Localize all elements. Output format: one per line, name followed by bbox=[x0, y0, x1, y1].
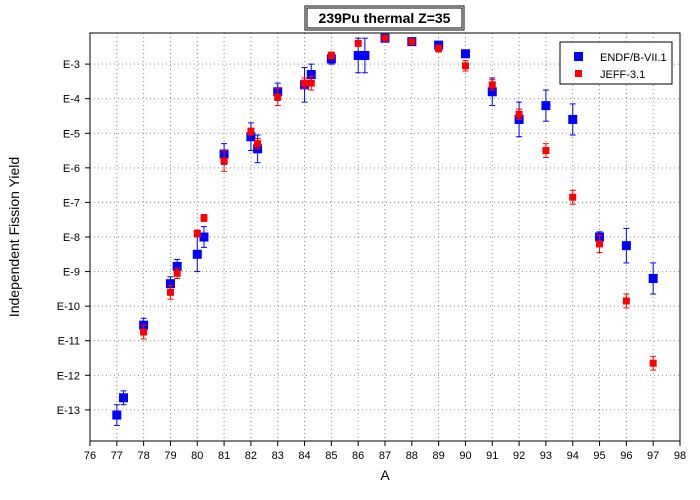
data-point bbox=[488, 81, 496, 89]
data-point bbox=[648, 273, 658, 283]
data-point bbox=[596, 240, 604, 248]
data-point bbox=[354, 39, 362, 47]
legend-label-endf: ENDF/B-VII.1 bbox=[600, 52, 667, 64]
x-tick-label: 92 bbox=[513, 450, 525, 462]
legend: ENDF/B-VII.1 JEFF-3.1 bbox=[559, 41, 673, 85]
y-tick-label: E-6 bbox=[63, 163, 80, 175]
data-point bbox=[649, 359, 657, 367]
data-point bbox=[461, 62, 469, 70]
data-point bbox=[199, 232, 209, 242]
x-tick-label: 97 bbox=[647, 450, 659, 462]
data-point bbox=[274, 93, 282, 101]
data-point bbox=[515, 110, 523, 118]
y-tick-label: E-9 bbox=[63, 267, 80, 279]
x-tick-label: 86 bbox=[352, 450, 364, 462]
x-tick-label: 90 bbox=[459, 450, 471, 462]
y-axis-label: Independent Fission Yield bbox=[6, 157, 22, 317]
x-tick-label: 82 bbox=[245, 450, 257, 462]
data-point bbox=[541, 101, 551, 111]
y-axis: E-3 E-4 E-5 E-6 E-7 E-8 E-9 E-10 E-11 E-12 E-13 bbox=[57, 59, 90, 417]
x-axis: 76 77 78 79 80 81 82 83 84 85 86 87 88 89 90 91 92 93 94 95… bbox=[84, 441, 686, 462]
data-point bbox=[542, 147, 550, 155]
x-tick-label: 78 bbox=[138, 450, 150, 462]
data-point bbox=[119, 393, 129, 403]
y-tick-label: E-10 bbox=[57, 301, 80, 313]
data-point bbox=[487, 87, 497, 97]
legend-label-jeff: JEFF-3.1 bbox=[600, 69, 645, 81]
chart-title-box: 239Pu thermal Z=35 bbox=[304, 5, 465, 31]
series-jeff bbox=[140, 34, 657, 371]
data-point bbox=[172, 261, 182, 271]
data-point bbox=[173, 269, 181, 277]
data-point bbox=[306, 69, 316, 79]
data-point bbox=[435, 45, 443, 53]
x-tick-label: 85 bbox=[325, 450, 337, 462]
data-point bbox=[112, 410, 122, 420]
data-point bbox=[247, 128, 255, 136]
x-tick-label: 93 bbox=[540, 450, 552, 462]
x-axis-label: A bbox=[380, 467, 390, 483]
y-tick-label: E-12 bbox=[57, 370, 80, 382]
chart-title: 239Pu thermal Z=35 bbox=[319, 10, 451, 26]
data-point bbox=[381, 34, 389, 42]
data-point bbox=[408, 38, 416, 46]
x-tick-label: 77 bbox=[111, 450, 123, 462]
data-point bbox=[200, 214, 208, 222]
data-point bbox=[568, 114, 578, 124]
y-tick-label: E-11 bbox=[58, 336, 80, 348]
y-tick-label: E-3 bbox=[63, 59, 80, 71]
y-tick-label: E-5 bbox=[63, 128, 80, 140]
x-tick-label: 98 bbox=[674, 450, 686, 462]
data-point bbox=[327, 51, 335, 59]
y-tick-label: E-8 bbox=[63, 232, 80, 244]
legend-marker-endf bbox=[574, 52, 583, 61]
data-point bbox=[301, 79, 309, 87]
data-point bbox=[622, 297, 630, 305]
data-point bbox=[193, 230, 201, 238]
data-point bbox=[621, 241, 631, 251]
x-tick-label: 94 bbox=[567, 450, 579, 462]
x-tick-label: 84 bbox=[298, 450, 310, 462]
data-point bbox=[220, 157, 228, 165]
series-layer bbox=[112, 33, 658, 426]
x-tick-label: 95 bbox=[593, 450, 605, 462]
data-point bbox=[166, 288, 174, 296]
x-tick-label: 80 bbox=[191, 450, 203, 462]
data-point bbox=[353, 50, 363, 60]
x-tick-label: 91 bbox=[486, 450, 498, 462]
legend-marker-jeff bbox=[575, 70, 582, 77]
y-tick-label: E-13 bbox=[57, 405, 80, 417]
data-point bbox=[246, 132, 256, 142]
data-point bbox=[360, 50, 370, 60]
x-tick-label: 76 bbox=[84, 450, 96, 462]
data-point bbox=[140, 328, 148, 336]
x-tick-label: 79 bbox=[164, 450, 176, 462]
x-tick-label: 96 bbox=[620, 450, 632, 462]
y-tick-label: E-4 bbox=[63, 94, 80, 106]
x-tick-label: 83 bbox=[272, 450, 284, 462]
x-tick-label: 81 bbox=[218, 450, 230, 462]
x-tick-label: 87 bbox=[379, 450, 391, 462]
x-tick-label: 89 bbox=[433, 450, 445, 462]
data-point bbox=[165, 279, 175, 289]
data-point bbox=[192, 249, 202, 259]
data-point bbox=[569, 193, 577, 201]
y-tick-label: E-7 bbox=[63, 197, 80, 209]
x-tick-label: 88 bbox=[406, 450, 418, 462]
data-point bbox=[254, 140, 262, 148]
data-point bbox=[307, 79, 315, 87]
data-point bbox=[460, 49, 470, 59]
